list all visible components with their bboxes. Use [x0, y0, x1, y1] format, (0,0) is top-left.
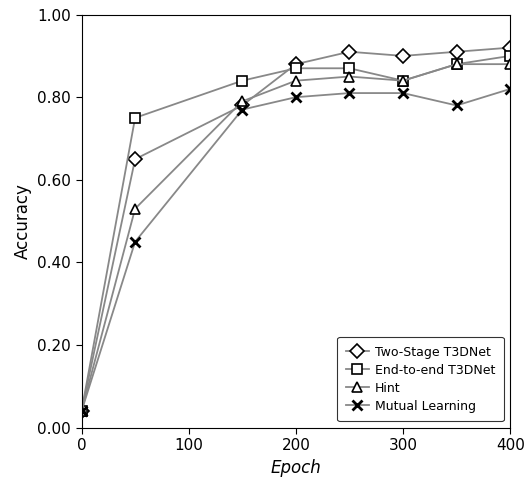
Hint: [78, 408, 85, 414]
Mutual Learning: [78, 408, 85, 414]
Mutual Learning: [400, 90, 406, 96]
End-to-end T3DNet: [132, 115, 138, 121]
End-to-end T3DNet: [346, 66, 352, 71]
Legend: Two-Stage T3DNet, End-to-end T3DNet, Hint, Mutual Learning: Two-Stage T3DNet, End-to-end T3DNet, Hin…: [337, 337, 504, 421]
Hint: [292, 78, 299, 84]
End-to-end T3DNet: [400, 78, 406, 84]
End-to-end T3DNet: [453, 61, 460, 67]
Mutual Learning: [453, 103, 460, 108]
Hint: [346, 74, 352, 80]
End-to-end T3DNet: [239, 78, 246, 84]
Mutual Learning: [292, 94, 299, 100]
Line: Two-Stage T3DNet: Two-Stage T3DNet: [77, 43, 515, 416]
Two-Stage T3DNet: [507, 45, 513, 51]
End-to-end T3DNet: [292, 66, 299, 71]
End-to-end T3DNet: [507, 53, 513, 59]
Line: Mutual Learning: Mutual Learning: [77, 84, 515, 416]
Hint: [507, 61, 513, 67]
Two-Stage T3DNet: [78, 408, 85, 414]
Hint: [239, 98, 246, 104]
Y-axis label: Accuracy: Accuracy: [14, 183, 32, 259]
End-to-end T3DNet: [78, 408, 85, 414]
Hint: [400, 78, 406, 84]
Two-Stage T3DNet: [453, 49, 460, 55]
Two-Stage T3DNet: [346, 49, 352, 55]
Mutual Learning: [132, 239, 138, 244]
Two-Stage T3DNet: [239, 103, 246, 108]
Mutual Learning: [507, 86, 513, 92]
Line: Hint: Hint: [77, 59, 515, 416]
Mutual Learning: [239, 107, 246, 113]
Hint: [453, 61, 460, 67]
Two-Stage T3DNet: [132, 156, 138, 162]
Mutual Learning: [346, 90, 352, 96]
Two-Stage T3DNet: [292, 61, 299, 67]
Line: End-to-end T3DNet: End-to-end T3DNet: [77, 51, 515, 416]
Two-Stage T3DNet: [400, 53, 406, 59]
X-axis label: Epoch: Epoch: [270, 459, 321, 477]
Hint: [132, 206, 138, 212]
